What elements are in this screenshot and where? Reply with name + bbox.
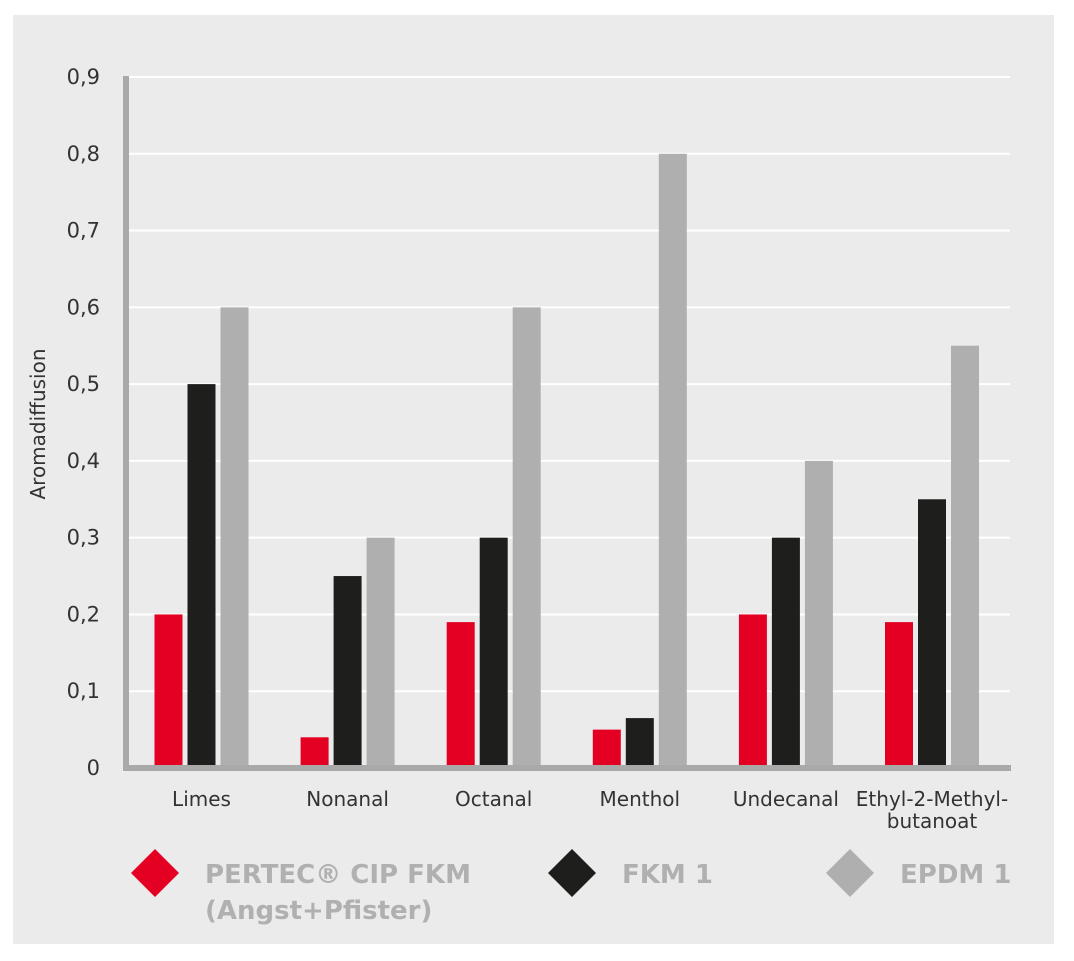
x-tick-label: Octanal [455,787,532,811]
bar [951,345,979,768]
y-tick-label: 0 [87,756,100,780]
bar [300,737,329,768]
y-axis-label: Aromadiffusion [26,348,50,499]
y-axis-line [123,76,129,771]
bar [479,537,508,768]
legend-label: FKM 1 [622,860,713,890]
legend-label: (Angst+Pfister) [205,896,432,926]
y-tick-label: 0,6 [67,295,100,319]
gridlines [126,76,1010,693]
x-tick-label: Undecanal [733,787,839,811]
y-tick-label: 0,5 [67,372,100,396]
x-tick-labels: Limes Nonanal Octanal Menthol Undecanal Ethyl… [172,787,1008,833]
legend-diamond-icon [548,849,596,897]
bar [885,622,913,768]
y-tick-label: 0,9 [67,65,100,89]
legend-diamond-icon [131,849,179,897]
axes [123,76,1011,771]
bar [592,729,621,768]
y-tick-labels: 0 0,1 0,2 0,3 0,4 0,5 0,6 0,7 0,8 0,9 [67,65,100,780]
legend-label: EPDM 1 [900,860,1011,890]
x-axis-line [123,765,1011,771]
x-tick-label: Menthol [600,787,681,811]
bar [220,307,249,768]
x-tick-label: Limes [172,787,231,811]
bar [333,576,362,768]
x-tick-label: Ethyl-2-Methyl- [856,787,1008,811]
x-tick-label: butanoat [887,809,978,833]
x-tick-label: Nonanal [306,787,389,811]
y-tick-label: 0,8 [67,142,100,166]
legend-diamond-icon [826,849,874,897]
bar [918,499,946,768]
y-tick-label: 0,1 [67,679,100,703]
bar [154,614,183,768]
bar [512,307,541,768]
bar [366,537,395,768]
y-tick-label: 0,2 [67,602,100,626]
y-tick-label: 0,7 [67,219,100,243]
bar [804,460,833,768]
bar [625,718,654,768]
bars [154,153,979,768]
legend-label: PERTEC® CIP FKM [205,860,471,890]
bar [738,614,767,768]
legend: PERTEC® CIP FKM (Angst+Pfister) FKM 1 EPDM … [131,849,1011,926]
bar [658,153,687,768]
y-tick-label: 0,4 [67,449,100,473]
bar [771,537,800,768]
bar [446,622,475,768]
bar [187,384,216,768]
y-tick-label: 0,3 [67,526,100,550]
